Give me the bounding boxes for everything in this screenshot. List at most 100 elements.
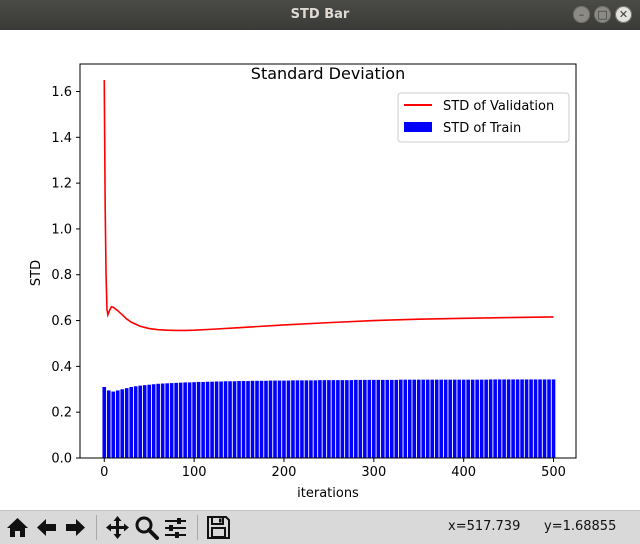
train-bar bbox=[102, 386, 107, 458]
train-bar bbox=[461, 379, 466, 458]
maximize-button[interactable]: □ bbox=[594, 6, 611, 23]
x-tick-label: 500 bbox=[541, 465, 566, 480]
zoom-button[interactable] bbox=[133, 514, 160, 541]
y-tick-label: 1.2 bbox=[51, 177, 72, 192]
train-bar bbox=[277, 380, 282, 458]
x-tick-label: 0 bbox=[100, 465, 108, 480]
train-bar bbox=[520, 379, 524, 458]
train-bar bbox=[250, 380, 255, 458]
chart-title: Standard Deviation bbox=[251, 64, 405, 83]
train-bar bbox=[475, 379, 479, 458]
train-bar bbox=[115, 390, 120, 458]
train-bar bbox=[457, 379, 461, 458]
train-bar bbox=[398, 379, 403, 458]
train-bar bbox=[259, 380, 264, 458]
train-bar bbox=[282, 380, 286, 458]
window-titlebar: STD Bar – □ ✕ bbox=[0, 0, 640, 30]
toolbar-separator bbox=[96, 515, 97, 540]
train-bar bbox=[331, 380, 336, 458]
pan-icon bbox=[106, 516, 129, 539]
configure-subplots-button[interactable] bbox=[162, 514, 189, 541]
y-tick-label: 0.8 bbox=[51, 268, 72, 283]
train-bar bbox=[434, 379, 439, 458]
train-bar bbox=[286, 380, 291, 458]
zoom-icon bbox=[135, 516, 159, 540]
close-button[interactable]: ✕ bbox=[615, 6, 632, 23]
train-bar bbox=[515, 379, 520, 458]
train-bar bbox=[452, 379, 457, 458]
train-bar bbox=[129, 386, 134, 458]
x-tick-label: 300 bbox=[361, 465, 386, 480]
train-bar bbox=[466, 379, 470, 458]
train-bar bbox=[511, 379, 515, 458]
train-bar bbox=[484, 379, 488, 458]
pan-button[interactable] bbox=[104, 514, 131, 541]
train-bar bbox=[390, 379, 394, 458]
back-icon bbox=[37, 519, 56, 536]
train-bar bbox=[156, 383, 160, 458]
train-bar bbox=[376, 379, 381, 458]
train-bar bbox=[210, 381, 214, 458]
train-bar bbox=[142, 385, 147, 458]
legend-entry-train: STD of Train bbox=[443, 121, 521, 136]
train-bar bbox=[416, 379, 421, 458]
train-bar bbox=[497, 379, 502, 458]
figure-canvas[interactable]: 0 100 200 300 400 500 0.0 0.2 0.4 0.6 0.8 1.0 1.2 1.… bbox=[0, 30, 640, 510]
train-bar bbox=[506, 379, 511, 458]
train-bar bbox=[160, 383, 165, 458]
home-button[interactable] bbox=[4, 514, 31, 541]
train-bar bbox=[529, 379, 533, 458]
y-coordinate-readout: y=1.68855 bbox=[544, 519, 617, 534]
train-bar bbox=[372, 379, 376, 458]
y-tick-label: 1.4 bbox=[51, 131, 72, 146]
navigation-toolbar: x=517.739 y=1.68855 bbox=[0, 510, 640, 544]
save-button[interactable] bbox=[205, 514, 232, 541]
train-bar bbox=[147, 384, 151, 458]
train-bar bbox=[196, 381, 201, 458]
train-bar bbox=[304, 380, 309, 458]
train-bar bbox=[538, 379, 542, 458]
configure-subplots-icon bbox=[165, 518, 186, 538]
train-bar bbox=[187, 382, 192, 458]
forward-button[interactable] bbox=[62, 514, 89, 541]
train-bar bbox=[151, 384, 156, 458]
legend: STD of Validation STD of Train bbox=[397, 92, 570, 143]
train-bar bbox=[448, 379, 452, 458]
train-bar bbox=[336, 380, 340, 458]
home-icon bbox=[7, 518, 28, 537]
train-bar bbox=[246, 381, 250, 458]
train-bar bbox=[133, 386, 138, 458]
minimize-button[interactable]: – bbox=[573, 6, 590, 23]
train-bar bbox=[201, 381, 205, 458]
train-bar bbox=[214, 381, 219, 458]
train-bar bbox=[547, 379, 551, 458]
train-bar bbox=[470, 379, 475, 458]
train-bar bbox=[124, 388, 129, 458]
train-bar bbox=[273, 380, 277, 458]
y-tick-label: 1.0 bbox=[51, 222, 72, 237]
train-bar bbox=[425, 379, 430, 458]
train-bar bbox=[407, 379, 412, 458]
train-bar bbox=[488, 379, 493, 458]
train-bar bbox=[291, 380, 295, 458]
train-bar bbox=[223, 381, 228, 458]
train-bar bbox=[313, 380, 318, 458]
back-button[interactable] bbox=[33, 514, 60, 541]
y-tick-label: 1.6 bbox=[51, 85, 72, 100]
train-bar bbox=[318, 380, 322, 458]
y-axis-ticks: 0.0 0.2 0.4 0.6 0.8 1.0 1.2 1.4 1.6 bbox=[51, 85, 80, 467]
train-bar bbox=[551, 379, 556, 458]
window-title: STD Bar bbox=[290, 7, 350, 22]
train-bar bbox=[192, 382, 196, 458]
x-tick-label: 400 bbox=[451, 465, 476, 480]
x-axis-ticks: 0 100 200 300 400 500 bbox=[100, 458, 566, 480]
train-bar bbox=[412, 379, 417, 458]
train-bar bbox=[205, 381, 210, 458]
train-bar bbox=[340, 380, 345, 458]
train-bar bbox=[439, 379, 444, 458]
axes-frame bbox=[79, 63, 577, 459]
train-bar bbox=[542, 379, 547, 458]
x-axis-label: iterations bbox=[297, 486, 359, 501]
train-bars bbox=[102, 379, 556, 458]
train-bar bbox=[232, 381, 237, 458]
